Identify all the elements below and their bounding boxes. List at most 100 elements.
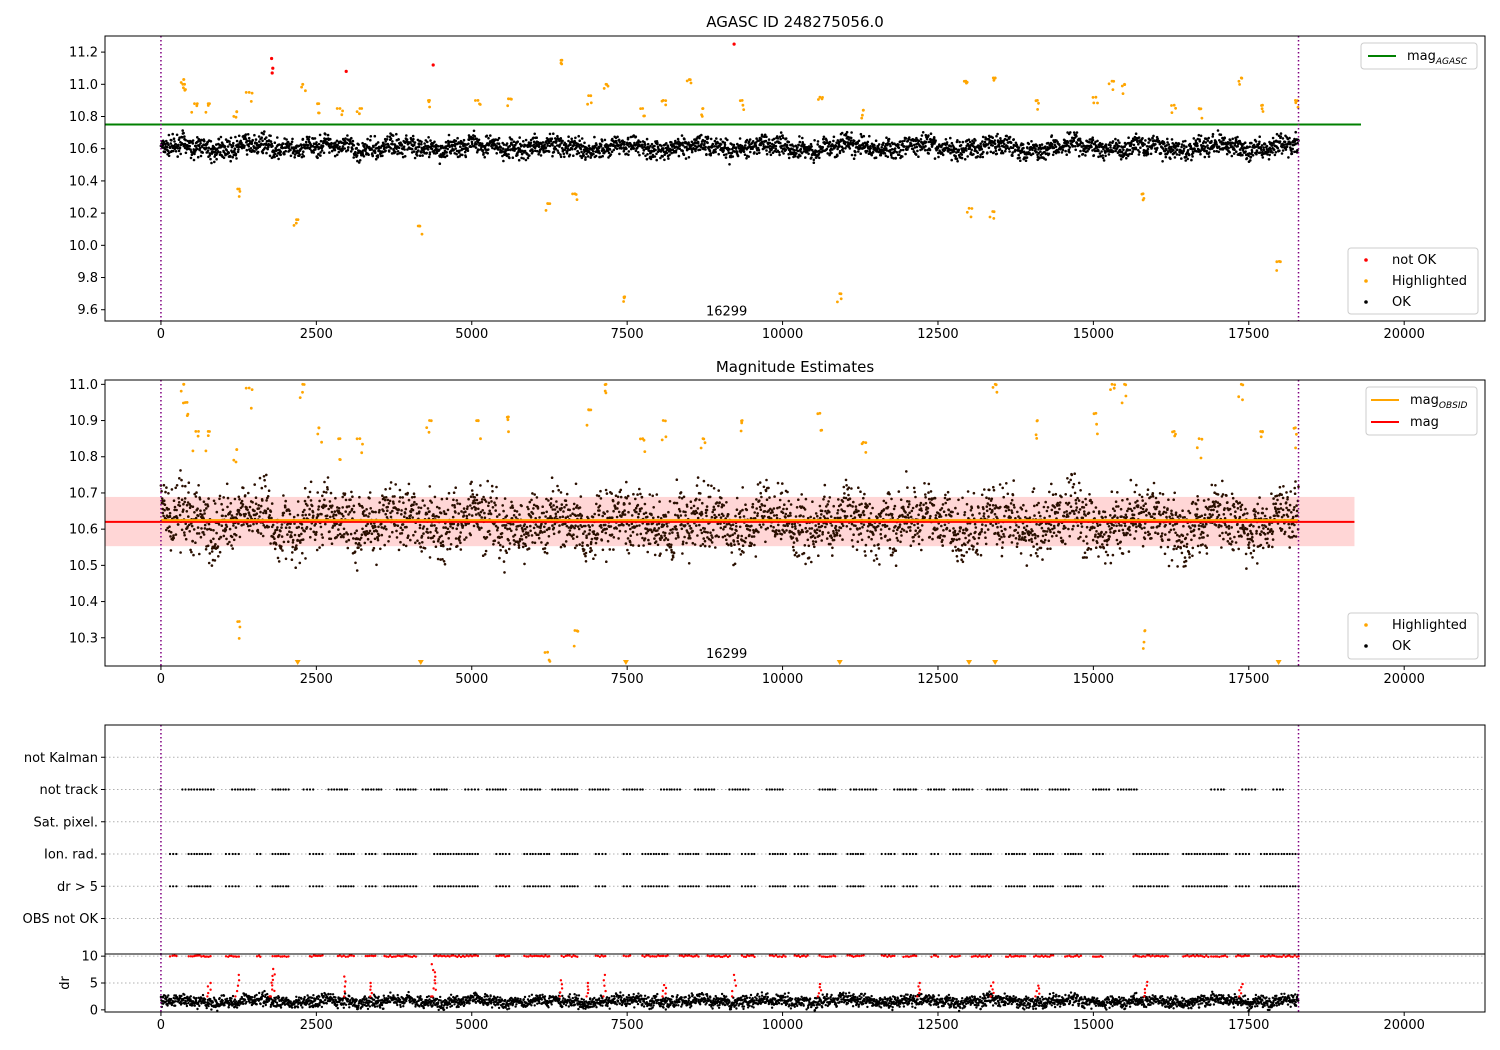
data-point: [480, 516, 484, 519]
data-point: [263, 478, 266, 482]
data-point: [921, 131, 925, 134]
data-point: [265, 499, 268, 502]
data-point: [509, 523, 513, 526]
data-point: [369, 135, 373, 138]
data-point: [470, 489, 474, 492]
data-point: [515, 528, 518, 531]
data-point: [420, 232, 424, 236]
data-point: [335, 139, 339, 143]
data-point: [418, 510, 421, 513]
data-point: [687, 156, 691, 159]
data-point: [950, 141, 954, 145]
data-point: [376, 141, 380, 144]
data-point: [999, 137, 1002, 140]
data-point: [807, 152, 810, 156]
data-point: [352, 537, 355, 540]
highlighted-points: [179, 58, 1300, 304]
data-point: [732, 143, 736, 147]
data-point: [462, 138, 466, 142]
data-point: [535, 136, 538, 139]
data-point: [458, 535, 462, 538]
data-point: [293, 153, 297, 156]
data-point: [257, 504, 261, 507]
data-point: [507, 539, 510, 542]
data-point: [196, 526, 200, 529]
data-point: [253, 133, 256, 137]
data-point: [187, 491, 190, 494]
data-point: [194, 495, 198, 498]
data-point: [464, 155, 468, 159]
data-point: [202, 533, 206, 536]
data-point: [267, 489, 271, 493]
data-point: [223, 145, 227, 148]
data-point: [704, 145, 707, 149]
data-point: [494, 509, 498, 512]
data-point: [1185, 145, 1188, 149]
data-point: [186, 139, 190, 143]
data-point: [358, 112, 361, 116]
data-point: [991, 136, 994, 139]
data-point: [350, 136, 353, 140]
data-point: [517, 150, 520, 154]
data-point: [243, 144, 246, 148]
data-point: [1026, 146, 1029, 150]
data-point: [1198, 140, 1202, 143]
data-point: [445, 497, 449, 501]
data-point: [1134, 147, 1138, 151]
data-point: [844, 140, 847, 144]
data-point: [336, 534, 340, 537]
data-point: [1288, 136, 1291, 140]
data-point: [490, 500, 493, 503]
data-point: [744, 144, 747, 147]
data-point: [281, 549, 284, 552]
data-point: [927, 134, 930, 137]
data-point: [179, 152, 182, 156]
data-point: [487, 529, 491, 533]
magnitude-estimates-panel: Magnitude Estimates 16299 0 2500 5000 7500 1…: [69, 358, 1486, 687]
data-point: [196, 147, 199, 151]
data-point: [456, 544, 459, 548]
data-point: [1137, 142, 1140, 146]
data-point: [965, 210, 969, 214]
data-point: [350, 507, 354, 511]
data-point: [1163, 142, 1166, 145]
data-point: [1018, 156, 1021, 160]
data-point: [343, 492, 347, 496]
data-point: [941, 153, 945, 157]
data-point: [709, 137, 713, 141]
data-point: [315, 548, 319, 552]
data-point: [401, 152, 404, 156]
data-point: [485, 134, 489, 138]
data-point: [1236, 144, 1239, 148]
data-point: [565, 152, 569, 155]
data-point: [992, 210, 996, 214]
data-point: [219, 151, 222, 154]
data-point: [976, 155, 980, 158]
data-point: [273, 547, 277, 551]
data-point: [1255, 149, 1259, 152]
data-point: [955, 157, 959, 161]
data-point: [407, 498, 411, 502]
y-tick-label: 10.8: [69, 110, 98, 125]
data-point: [216, 150, 220, 153]
data-point: [1096, 139, 1099, 143]
data-point: [1104, 154, 1107, 158]
data-point: [483, 155, 487, 159]
data-point: [1011, 154, 1014, 157]
data-point: [816, 140, 820, 143]
data-point: [405, 525, 408, 529]
data-point: [256, 150, 260, 154]
data-point: [497, 142, 501, 145]
data-point: [165, 145, 169, 149]
data-point: [280, 526, 283, 529]
data-point: [369, 138, 372, 142]
data-point: [260, 136, 264, 139]
data-point: [197, 484, 200, 487]
data-point: [263, 146, 267, 149]
data-point: [382, 142, 385, 145]
data-point: [991, 144, 994, 147]
data-point: [178, 477, 181, 480]
data-point: [366, 522, 370, 526]
data-point: [577, 151, 581, 155]
data-point: [787, 152, 790, 156]
